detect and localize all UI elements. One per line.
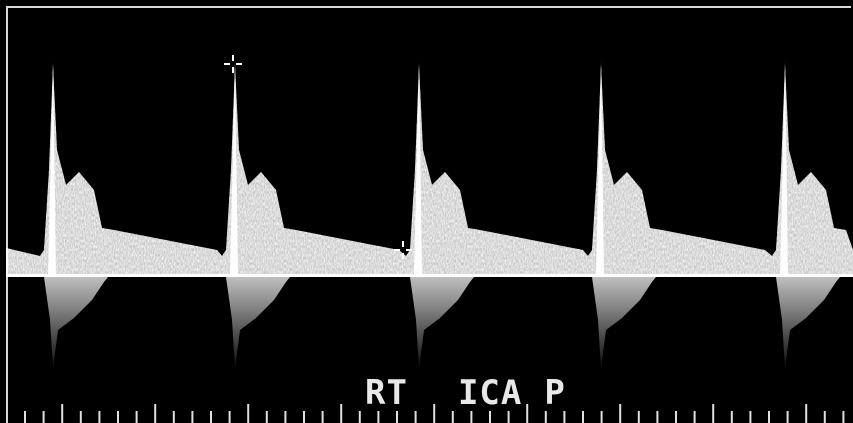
vessel-annotation: RT ICA P [365,376,566,410]
spectral-mirror-below [44,277,840,368]
end-diastolic-caliper[interactable] [394,241,412,259]
mirror-artifact [44,277,108,368]
side-label: RT [365,373,408,413]
crosshair-icon [394,241,412,259]
spectral-speckle [6,65,853,274]
crosshair-icon [224,55,242,73]
position-label: P [544,373,566,413]
mirror-artifact [226,277,290,368]
systolic-peak [780,62,788,274]
vessel-label: ICA [457,373,523,413]
mirror-artifact [410,277,474,368]
systolic-peak [414,62,422,274]
systolic-peak [596,62,604,274]
time-scale [24,404,845,423]
display-frame [6,6,851,423]
systolic-peak [230,62,238,274]
baseline [6,274,853,277]
mirror-artifact [592,277,656,368]
mirror-artifact [776,277,840,368]
systolic-peak [48,62,56,274]
peak-systolic-caliper[interactable] [224,55,242,73]
spectral-envelope-above [6,62,853,274]
